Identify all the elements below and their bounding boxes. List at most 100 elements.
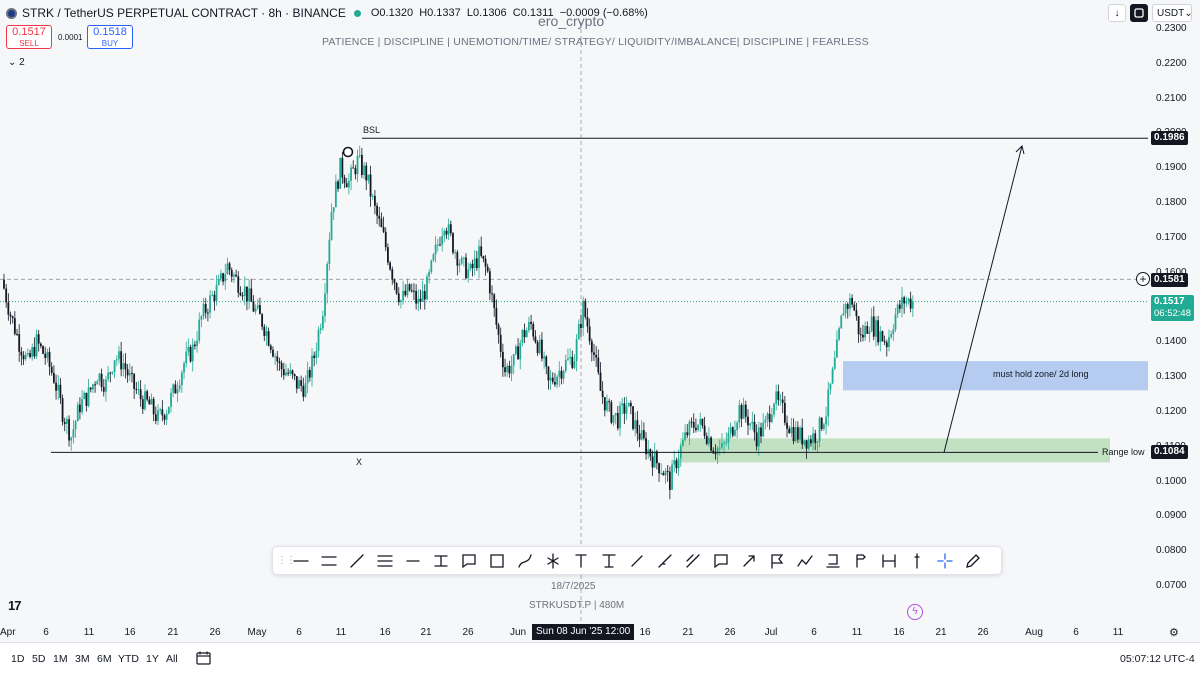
time-tick: 21 bbox=[167, 627, 179, 638]
symbol-title[interactable]: STRK / TetherUS PERPETUAL CONTRACT · 8h … bbox=[22, 6, 346, 20]
candle-body bbox=[734, 429, 736, 436]
buy-price: 0.1518 bbox=[93, 26, 127, 38]
time-tick: Jun bbox=[509, 627, 527, 638]
candle-body bbox=[517, 346, 519, 360]
arrow-marker-tool[interactable] bbox=[623, 548, 651, 573]
candle-body bbox=[606, 401, 608, 411]
candle-body bbox=[562, 371, 565, 379]
candle-body bbox=[640, 430, 643, 440]
signpost-tool[interactable] bbox=[819, 548, 847, 573]
candle-body bbox=[723, 442, 726, 444]
candle-body bbox=[671, 464, 673, 490]
price-chart[interactable] bbox=[0, 0, 1148, 622]
trend-line-tool[interactable] bbox=[343, 548, 371, 573]
candle-body bbox=[315, 350, 318, 359]
arrow-tool[interactable] bbox=[735, 548, 763, 573]
price-range-tool[interactable] bbox=[427, 548, 455, 573]
date-price-range-tool[interactable] bbox=[875, 548, 903, 573]
candle-body bbox=[673, 460, 676, 465]
range-button-6m[interactable]: 6M bbox=[97, 653, 112, 665]
candle-body bbox=[586, 317, 589, 327]
long-position-tool[interactable] bbox=[539, 548, 567, 573]
flag-tool[interactable] bbox=[763, 548, 791, 573]
gear-icon[interactable]: ⚙ bbox=[1169, 627, 1179, 639]
must-hold-zone-label[interactable]: must hold zone/ 2d long bbox=[993, 369, 1089, 379]
candle-body bbox=[365, 165, 368, 181]
range-button-1m[interactable]: 1M bbox=[53, 653, 68, 665]
brush-tool[interactable] bbox=[511, 548, 539, 573]
sell-button[interactable]: 0.1517 SELL bbox=[6, 25, 52, 49]
candle-body bbox=[124, 363, 127, 370]
candle-body bbox=[475, 258, 478, 269]
candle-body bbox=[254, 308, 257, 312]
range-button-3m[interactable]: 3M bbox=[75, 653, 90, 665]
crosshair-tool[interactable] bbox=[931, 548, 959, 573]
range-button-all[interactable]: All bbox=[166, 653, 178, 665]
callout-tool[interactable] bbox=[455, 548, 483, 573]
candle-body bbox=[642, 430, 645, 439]
text-tool[interactable] bbox=[567, 548, 595, 573]
path-tool[interactable] bbox=[791, 548, 819, 573]
candle-body bbox=[805, 440, 808, 449]
candle-body bbox=[308, 370, 311, 378]
candle-body bbox=[330, 212, 333, 240]
highlighter-tool[interactable] bbox=[959, 548, 987, 573]
candle-body bbox=[70, 437, 73, 441]
scroll-down-button[interactable]: ↓ bbox=[1108, 4, 1126, 22]
range-button-ytd[interactable]: YTD bbox=[118, 653, 139, 665]
buy-button[interactable]: 0.1518 BUY bbox=[87, 25, 133, 49]
calendar-icon[interactable] bbox=[196, 651, 212, 665]
range-button-1d[interactable]: 1D bbox=[11, 653, 25, 665]
candle-body bbox=[883, 341, 886, 343]
candle-body bbox=[276, 356, 279, 362]
candle-body bbox=[360, 154, 363, 176]
candle-body bbox=[484, 258, 487, 267]
candle-body bbox=[57, 384, 60, 391]
bsl-label[interactable]: BSL bbox=[363, 125, 381, 135]
comment-tool[interactable] bbox=[707, 548, 735, 573]
anchored-text-tool[interactable] bbox=[595, 548, 623, 573]
candle-body bbox=[849, 297, 851, 309]
add-alert-icon[interactable]: + bbox=[1136, 272, 1150, 286]
toolbar-grip-icon[interactable]: ⋮⋮ bbox=[277, 555, 296, 566]
candle-body bbox=[456, 252, 459, 266]
candle-body bbox=[519, 342, 522, 360]
tradingview-logo-icon[interactable]: 17 bbox=[8, 598, 22, 613]
horizontal-ray-tool[interactable] bbox=[399, 548, 427, 573]
horizontal-line-tool[interactable] bbox=[287, 548, 315, 573]
indicators-toggle[interactable]: ⌄ 2 bbox=[8, 57, 25, 68]
candle-body bbox=[415, 291, 418, 304]
candle-body bbox=[7, 302, 10, 315]
candle-body bbox=[603, 397, 606, 411]
parallel-channel-tool[interactable] bbox=[315, 548, 343, 573]
x-mark-label[interactable]: X bbox=[356, 457, 363, 467]
candle-body bbox=[295, 376, 298, 389]
time-tick: Jul bbox=[764, 627, 778, 638]
range-low-label[interactable]: Range low bbox=[1102, 447, 1145, 457]
time-tick: 16 bbox=[124, 627, 136, 638]
screenshot-button[interactable] bbox=[1130, 4, 1148, 22]
currency-select[interactable]: USDT ⌄ bbox=[1152, 4, 1193, 22]
candle-body bbox=[128, 372, 131, 376]
info-line-tool[interactable] bbox=[651, 548, 679, 573]
chart-area[interactable] bbox=[0, 0, 1148, 622]
utc-clock[interactable]: 05:07:12 UTC-4 bbox=[1120, 653, 1195, 665]
rectangle-tool[interactable] bbox=[483, 548, 511, 573]
price-label-tool[interactable] bbox=[847, 548, 875, 573]
candle-body bbox=[582, 300, 585, 328]
range-button-1y[interactable]: 1Y bbox=[146, 653, 159, 665]
candle-body bbox=[228, 263, 231, 270]
candle-body bbox=[20, 351, 23, 356]
candle-body bbox=[302, 385, 305, 397]
flash-icon[interactable]: ϟ bbox=[907, 604, 923, 620]
extended-line-tool[interactable] bbox=[679, 548, 707, 573]
candle-body bbox=[347, 180, 350, 188]
vertical-line-tool[interactable] bbox=[903, 548, 931, 573]
candle-body bbox=[304, 383, 307, 397]
time-axis[interactable]: Apr 6 11 16 21 26 May 6 11 16 21 26 Jun 16 21 26 Jul 6 11 1… bbox=[0, 622, 1200, 642]
range-button-5d[interactable]: 5D bbox=[32, 653, 46, 665]
fib-retracement-tool[interactable] bbox=[371, 548, 399, 573]
candle-body bbox=[174, 384, 177, 394]
candle-body bbox=[612, 415, 615, 423]
chevron-down-icon: ⌄ bbox=[1184, 7, 1193, 19]
